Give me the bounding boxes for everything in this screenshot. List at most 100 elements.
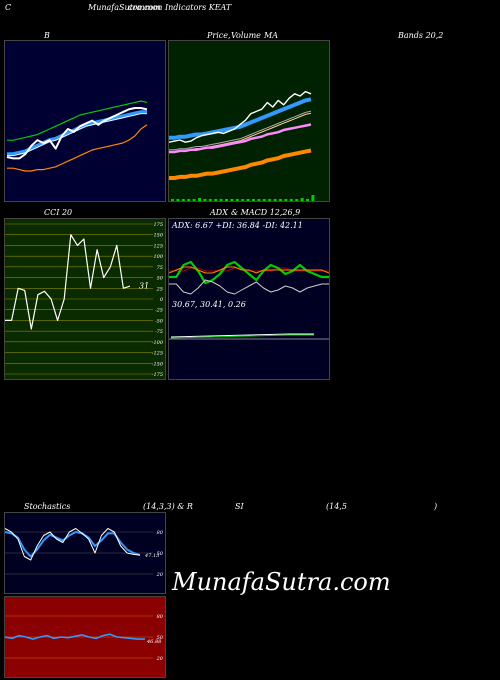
cci-tick-label: 100 xyxy=(153,254,163,260)
cci-tick-label: 125 xyxy=(153,243,163,249)
stochastics-panel: 80 50 20 47.13 xyxy=(4,512,166,594)
rsi-tick-label: 80 xyxy=(157,614,164,620)
volume-bar xyxy=(187,199,191,201)
volume-bar xyxy=(246,199,250,201)
cci-tick-label: -125 xyxy=(152,351,163,357)
volume-bar xyxy=(262,199,266,201)
volume-bar xyxy=(268,199,272,201)
stoch-value-label: 47.13 xyxy=(144,553,159,559)
volume-bar xyxy=(176,199,180,201)
volume-bar xyxy=(306,199,309,201)
volume-bar xyxy=(311,195,315,201)
volume-bar xyxy=(214,199,218,201)
cci-tick-label: -25 xyxy=(155,308,163,314)
adx-macd-panel: ADX: 6.67 +DI: 36.84 -DI: 42.11 30.67, 3… xyxy=(168,218,330,380)
volume-bar xyxy=(181,199,185,201)
rsi-line xyxy=(5,633,145,640)
volume-bar xyxy=(230,199,234,201)
bollinger-panel xyxy=(4,40,166,202)
adx-title-a: ADX xyxy=(210,208,228,217)
volume-bar xyxy=(289,199,293,201)
price-ma-chart xyxy=(169,90,315,201)
header-letter: C xyxy=(5,3,12,12)
macd-line xyxy=(170,333,314,338)
price-title-a: Price, xyxy=(207,31,231,40)
macd-readout: 30.67, 30.41, 0.26 xyxy=(172,300,246,309)
minus-di-line xyxy=(169,266,329,274)
cci-panel: 175 150 125 100 75 50 25 0 -25 -50 -75 -100 -125 -150… xyxy=(4,218,166,380)
plus-di-line xyxy=(169,260,329,285)
bollinger-title: B xyxy=(44,31,50,40)
rsi-tick-label: 20 xyxy=(156,656,164,662)
cci-tick-label: 50 xyxy=(157,276,164,282)
watermark: MunafaSutra.com xyxy=(172,568,391,596)
macd-signal-line xyxy=(170,334,314,339)
price-title-c: MA xyxy=(264,31,278,40)
cci-tick-label: -75 xyxy=(155,329,163,335)
cci-tick-label: 75 xyxy=(157,265,163,271)
ma-short-line xyxy=(169,97,312,140)
ma-long-line xyxy=(169,110,312,151)
cci-tick-label: 175 xyxy=(153,222,163,228)
stoch-tick-label: 80 xyxy=(157,530,164,536)
stochastics-chart: 80 50 20 47.13 xyxy=(5,528,164,578)
volume-bar xyxy=(252,199,255,201)
volume-bar xyxy=(219,199,223,201)
stoch-tick-label: 50 xyxy=(157,551,164,557)
volume-bar xyxy=(241,199,245,201)
middle-band-highlight xyxy=(7,113,147,156)
volume-bar xyxy=(225,199,228,201)
cci-tick-label: -50 xyxy=(155,318,164,324)
cci-line xyxy=(5,234,131,330)
stoch-title-a: Stochastics xyxy=(24,502,71,511)
volume-bar xyxy=(257,199,261,201)
stoch-k-line xyxy=(5,528,141,561)
price-ma-panel xyxy=(168,40,330,202)
upper-band-line xyxy=(7,100,148,141)
bollinger-price-line xyxy=(6,107,148,160)
cci-value-label: 31 xyxy=(139,282,149,291)
volume-bar xyxy=(208,199,212,201)
rsi-chart: 80 50 20 46.88 xyxy=(5,614,164,662)
adx-title-b: & MACD 12,26,9 xyxy=(231,208,301,217)
volume-bar xyxy=(295,199,299,201)
stoch-title-c: SI xyxy=(235,502,244,511)
stoch-title-d: (14,5 xyxy=(326,502,347,511)
price-line xyxy=(169,90,312,143)
stoch-tick-label: 20 xyxy=(156,572,164,578)
middle-band-line xyxy=(7,110,147,157)
ma-orange-line xyxy=(169,148,312,180)
chart-subtitle: common Indicators KEAT xyxy=(128,3,232,12)
lower-band-line xyxy=(7,124,148,172)
volume-bar xyxy=(273,199,277,201)
bands-label: Bands 20,2 xyxy=(398,31,444,40)
volume-bar xyxy=(235,199,239,201)
volume-bar xyxy=(284,199,288,201)
volume-bar xyxy=(279,199,282,201)
ma-pink-line xyxy=(169,123,312,154)
cci-chart: 175 150 125 100 75 50 25 0 -25 -50 -75 -100 -125 -150… xyxy=(5,222,164,378)
site-title: MunafaSutra.com xyxy=(88,3,161,12)
volume-bar xyxy=(300,198,304,201)
cci-tick-label: 25 xyxy=(156,286,163,292)
volume-bar xyxy=(192,199,196,201)
cci-tick-label: 150 xyxy=(153,233,163,239)
rsi-value-label: 46.88 xyxy=(146,639,161,645)
adx-readout: ADX: 6.67 +DI: 36.84 -DI: 42.11 xyxy=(172,221,303,230)
price-title-b: Volume xyxy=(231,31,261,40)
rsi-panel: 80 50 20 46.88 xyxy=(4,596,166,678)
adx-gray-line xyxy=(169,279,329,295)
stoch-title-e: ) xyxy=(434,502,438,511)
cci-tick-label: -175 xyxy=(152,372,163,378)
cci-title: CCI 20 xyxy=(44,208,73,217)
volume-bar xyxy=(203,199,207,201)
rsi-tick-label: 50 xyxy=(157,635,164,641)
volume-bar xyxy=(171,199,174,201)
stoch-title-b: (14,3,3) & R xyxy=(143,502,193,511)
bollinger-chart xyxy=(6,100,148,172)
cci-tick-label: -150 xyxy=(152,361,164,367)
adx-macd-chart xyxy=(169,260,329,340)
cci-tick-label: 0 xyxy=(160,297,164,303)
volume-bar xyxy=(198,198,201,201)
cci-tick-label: -100 xyxy=(152,340,164,346)
